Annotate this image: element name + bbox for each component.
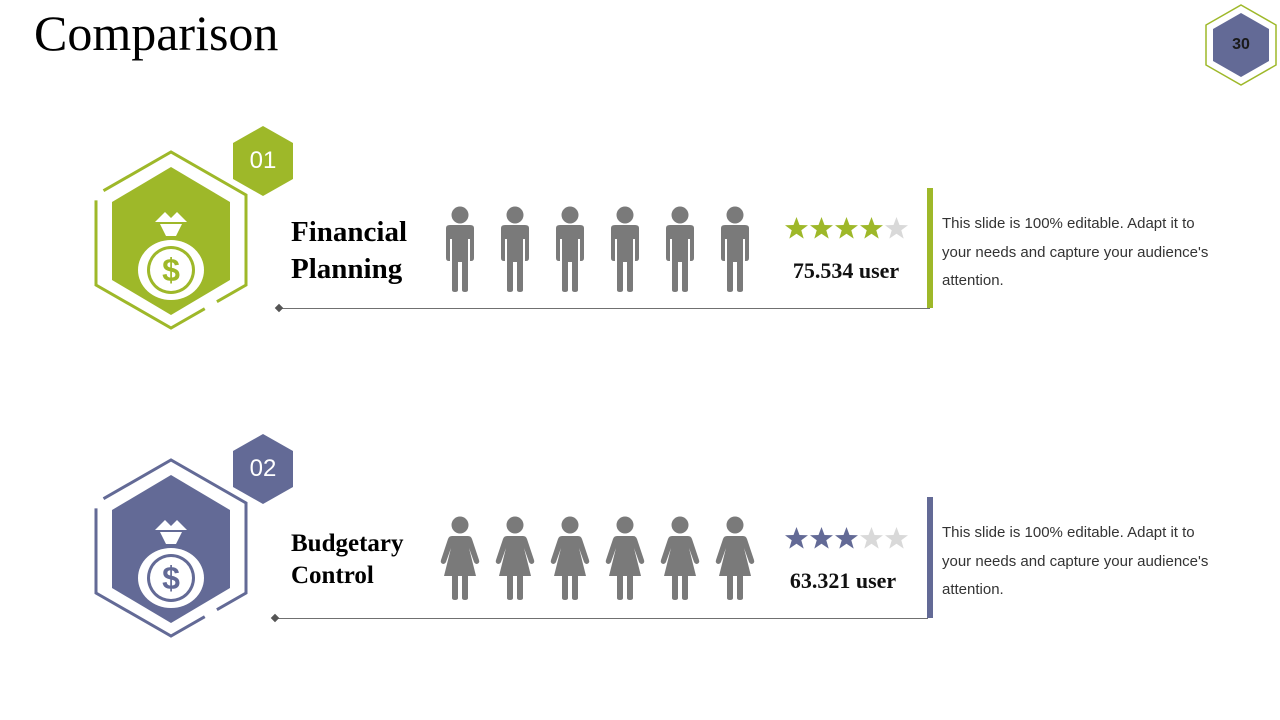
female-person-icon [660,516,700,600]
divider-line [278,308,930,309]
comparison-row-financial-planning: $ 01 Financial Planning 75.534 user This… [0,126,1280,366]
male-person-icon [495,206,535,292]
item-number-badge: 02 [231,434,295,504]
star-empty-icon [884,526,909,550]
male-person-icon [440,206,480,292]
page-number: 30 [1232,36,1250,53]
user-count: 63.321 user [789,568,897,593]
money-bag-hexagon: $ [90,458,252,640]
slide-title: Comparison [34,5,279,61]
star-filled-icon [809,216,834,240]
female-person-icon [495,516,535,600]
people-icons-female [440,516,755,600]
female-person-icon [605,516,645,600]
male-person-icon [605,206,645,292]
page-badge-hexagon [1205,4,1277,86]
divider-end-dot [270,613,280,623]
item-description: This slide is 100% editable. Adapt it to… [942,524,1209,598]
divider-line [276,618,928,619]
star-filled-icon [809,526,834,550]
star-filled-icon [784,526,809,550]
male-person-icon [715,206,755,292]
item-title: Financial Planning [291,216,408,285]
item-number: 01 [249,147,277,174]
star-filled-icon [859,216,884,240]
star-filled-icon [784,216,809,240]
male-person-icon [550,206,590,292]
male-person-icon [660,206,700,292]
money-bag-icon: $ [138,520,204,608]
item-description: This slide is 100% editable. Adapt it to… [942,215,1209,289]
people-icons-male [440,206,755,292]
female-person-icon [440,516,480,600]
star-empty-icon [884,216,909,240]
money-bag-hexagon: $ [90,150,252,332]
svg-text:$: $ [162,252,180,288]
divider-end-dot [274,303,284,313]
item-number: 02 [249,455,277,482]
female-person-icon [550,516,590,600]
accent-bar [927,497,933,618]
user-count: 75.534 user [792,258,900,283]
item-title: Budgetary Control [291,530,404,589]
page-number-badge: 30 [1204,4,1278,86]
star-rating [784,216,909,240]
comparison-row-budgetary-control: $ 02 Budgetary Control 63.321 user This … [0,434,1280,674]
star-empty-icon [859,526,884,550]
money-bag-icon: $ [138,212,204,300]
svg-text:$: $ [162,560,180,596]
female-person-icon [715,516,755,600]
accent-bar [927,188,933,308]
star-filled-icon [834,526,859,550]
star-filled-icon [834,216,859,240]
item-number-badge: 01 [231,126,295,196]
star-rating [784,526,909,550]
